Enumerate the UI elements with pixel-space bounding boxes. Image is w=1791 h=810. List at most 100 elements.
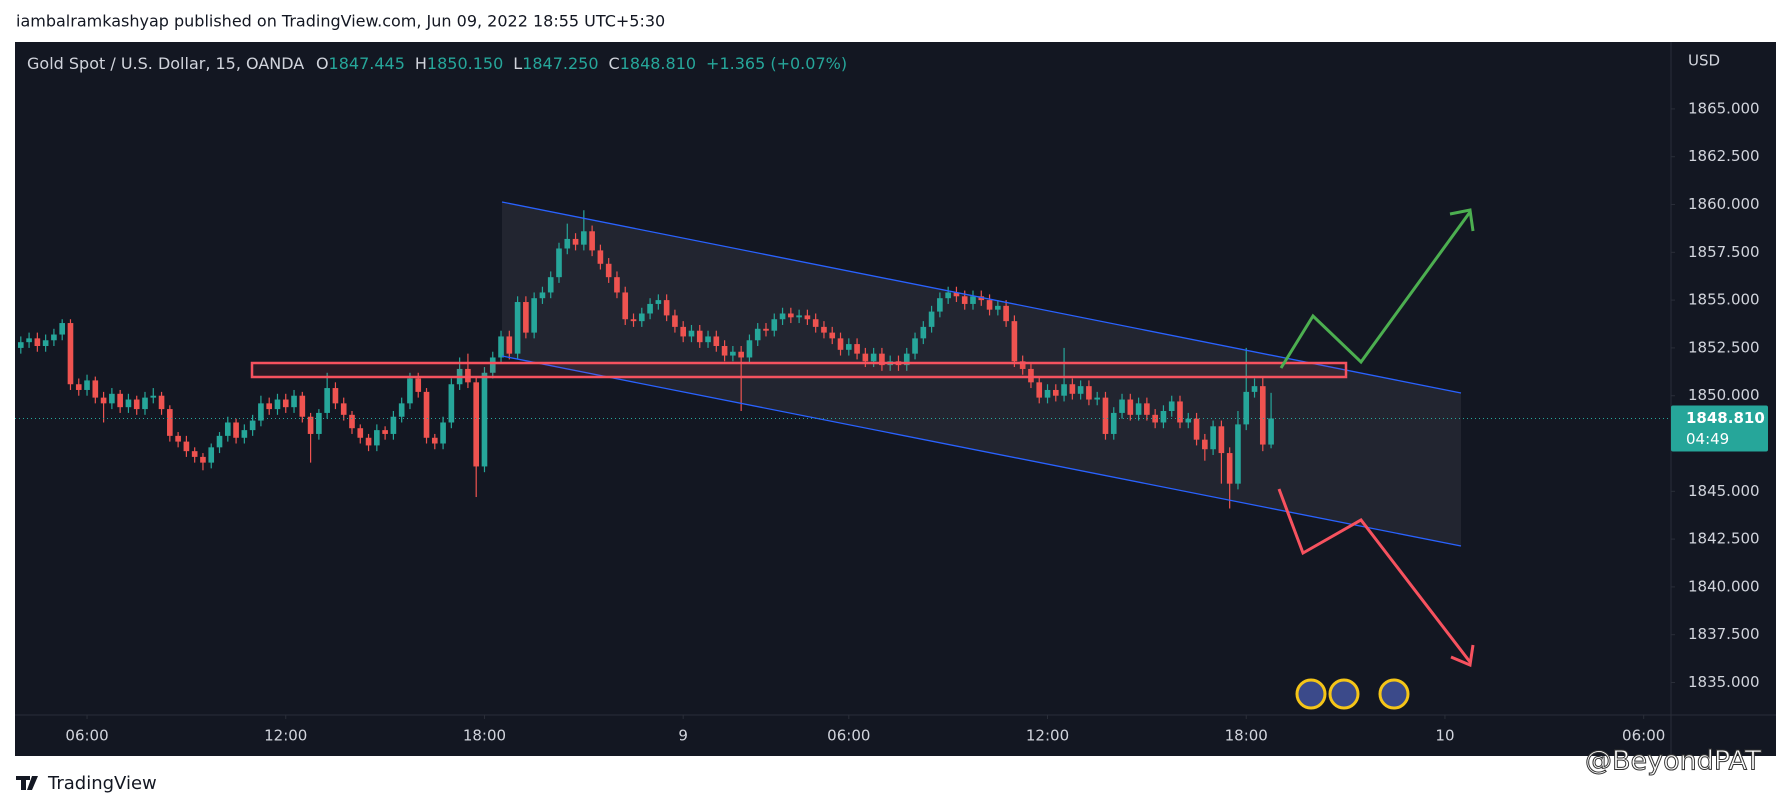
candle-body	[67, 323, 74, 385]
candle-body	[84, 380, 90, 390]
candle-body	[961, 296, 968, 304]
candle-body	[224, 422, 231, 436]
candle-body	[928, 311, 935, 327]
candle-body	[829, 332, 836, 339]
candle-body	[357, 428, 364, 438]
candle-body	[647, 303, 653, 314]
x-tick-label: 18:00	[1225, 727, 1268, 745]
candle-body	[316, 412, 322, 434]
candle-body	[945, 292, 951, 299]
x-tick-label: 10	[1435, 727, 1454, 745]
candle-body	[200, 456, 206, 463]
candle-body	[622, 292, 629, 320]
candle-body	[282, 399, 289, 408]
y-tick-label: 1837.500	[1688, 625, 1760, 643]
candle-body	[17, 342, 24, 348]
candle-body	[978, 296, 985, 301]
candle-body	[100, 397, 107, 404]
ohlc-value: 1847.445	[329, 54, 405, 73]
candle-body	[1202, 439, 1208, 450]
candle-body	[1044, 389, 1051, 398]
candle-body	[812, 319, 819, 327]
ohlc-key: L	[513, 54, 522, 73]
candle-body	[365, 437, 372, 446]
candle-body	[730, 351, 736, 356]
bull-arrow-head	[1449, 208, 1475, 232]
candle-body	[59, 323, 66, 335]
channel-upper	[501, 201, 1462, 394]
event-icon[interactable]	[1378, 678, 1410, 710]
candle-body	[630, 319, 637, 322]
candle-body	[1011, 321, 1018, 362]
ohlc-key: H	[415, 54, 427, 73]
symbol: Gold Spot / U.S. Dollar, 15, OANDA	[27, 54, 304, 73]
candle-body	[258, 403, 264, 421]
candle-body	[572, 238, 579, 245]
candle-body	[547, 277, 554, 293]
candle-body	[390, 416, 397, 434]
candle-body	[589, 231, 595, 251]
candle-body	[638, 313, 645, 322]
candle-body	[448, 384, 455, 423]
candle-body	[581, 231, 587, 245]
y-tick-label: 1855.000	[1688, 291, 1760, 309]
candle-body	[920, 326, 927, 339]
candle-body	[1019, 361, 1026, 369]
candle-body	[986, 300, 993, 310]
candle-body	[233, 422, 239, 438]
ohlc-key: O	[316, 54, 329, 73]
candle-body	[382, 430, 388, 434]
candle-body	[821, 326, 827, 333]
candle-body	[208, 447, 215, 463]
y-tick-label: 1865.000	[1688, 99, 1760, 117]
candle-body	[672, 315, 678, 327]
candle-body	[1185, 418, 1192, 423]
watermark: @BeyondPAT	[1585, 746, 1762, 777]
candle-body	[1052, 389, 1059, 396]
candle-body	[705, 336, 711, 343]
candle-body	[804, 315, 811, 320]
candle-body	[175, 435, 181, 442]
candle-body	[431, 437, 438, 444]
candle-body	[440, 422, 446, 444]
candle-body	[249, 420, 256, 431]
candle-body	[1102, 397, 1109, 434]
bear-arrow-head	[1450, 644, 1475, 668]
candle-body	[266, 403, 273, 410]
event-icon[interactable]	[1295, 678, 1327, 710]
candle-body	[291, 395, 297, 408]
candle-body	[241, 430, 248, 438]
candle-body	[398, 403, 405, 417]
candle-body	[423, 391, 430, 438]
candle-body	[481, 372, 488, 467]
candle-body	[274, 399, 281, 410]
candle-body	[1028, 368, 1034, 383]
y-tick-label: 1842.500	[1688, 530, 1760, 548]
channel-lower	[501, 355, 1462, 547]
byline: iambalramkashyap published on TradingVie…	[16, 12, 665, 31]
candle-body	[407, 378, 413, 404]
bear-arrow	[1277, 488, 1472, 663]
candle-body	[605, 263, 612, 278]
candle-body	[150, 395, 157, 398]
candle-body	[1135, 403, 1142, 415]
candle-body	[1119, 399, 1125, 413]
candle-body	[870, 353, 877, 362]
ohlc-value: 1850.150	[427, 54, 503, 73]
event-icons	[1295, 678, 1410, 710]
event-icon[interactable]	[1328, 678, 1360, 710]
x-tick-label: 12:00	[1026, 727, 1069, 745]
last-price-label: 1848.810	[1686, 409, 1765, 427]
candle-body	[117, 393, 123, 408]
candle-body	[953, 292, 960, 297]
candle-body	[75, 384, 82, 390]
candle-body	[299, 395, 306, 417]
candle-body	[995, 305, 1001, 310]
x-tick-label: 06:00	[1622, 727, 1665, 745]
candle-body	[713, 336, 720, 346]
y-tick-label: 1845.000	[1688, 482, 1760, 500]
x-tick-label: 9	[678, 727, 688, 745]
candle-body	[1243, 391, 1250, 425]
candle-body	[1259, 386, 1266, 445]
